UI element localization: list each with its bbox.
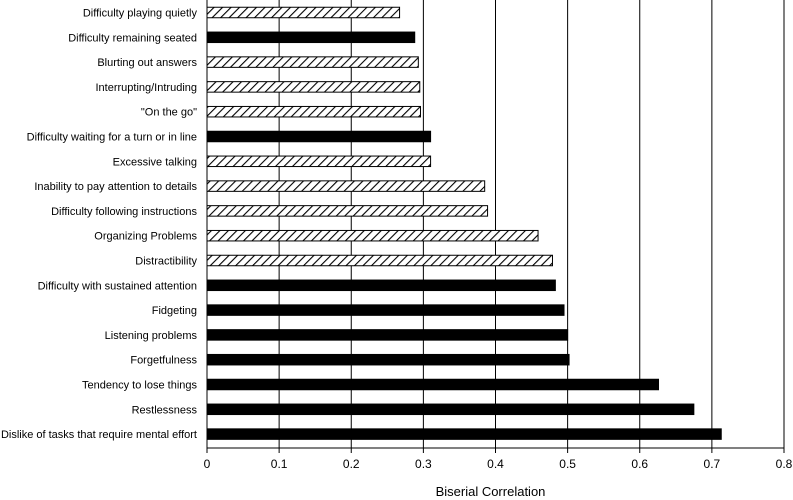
category-label: Forgetfulness bbox=[130, 355, 197, 367]
bar bbox=[206, 403, 695, 416]
category-label: Organizing Problems bbox=[94, 231, 197, 243]
category-label: Restlessness bbox=[132, 404, 198, 416]
category-label: Inability to pay attention to details bbox=[34, 181, 197, 193]
x-tick-label: 0.2 bbox=[343, 457, 360, 471]
bar bbox=[206, 304, 565, 316]
x-tick-labels: 0 0.1 0.2 0.3 0.4 0.5 0.6 0.7 0.8 bbox=[204, 457, 793, 471]
bar bbox=[206, 353, 570, 366]
bars bbox=[206, 6, 722, 440]
category-label: Tendency to lose things bbox=[82, 380, 197, 392]
gridlines bbox=[278, 0, 785, 448]
x-tick-label: 0.4 bbox=[487, 457, 504, 471]
bar bbox=[206, 329, 569, 341]
x-tick-label: 0 bbox=[204, 457, 211, 471]
bar bbox=[206, 279, 556, 292]
category-label: Difficulty playing quietly bbox=[83, 8, 198, 20]
bar bbox=[206, 130, 432, 143]
category-label: Fidgeting bbox=[152, 305, 197, 317]
x-tick-label: 0.6 bbox=[631, 457, 648, 471]
category-label: Interrupting/Intruding bbox=[95, 82, 197, 94]
bar bbox=[206, 155, 432, 168]
axes bbox=[206, 0, 785, 453]
bar bbox=[206, 205, 489, 217]
bar bbox=[206, 56, 419, 68]
bar bbox=[206, 254, 553, 267]
x-tick-label: 0.8 bbox=[776, 457, 793, 471]
category-label: Difficulty waiting for a turn or in line bbox=[27, 132, 197, 144]
bar bbox=[206, 180, 486, 192]
category-label: "On the go" bbox=[141, 107, 197, 119]
bar bbox=[206, 6, 401, 19]
x-tick-label: 0.3 bbox=[415, 457, 432, 471]
x-axis-title: Biserial Correlation bbox=[436, 484, 546, 499]
category-label: Difficulty following instructions bbox=[51, 206, 197, 218]
bar bbox=[206, 229, 539, 242]
x-tick-label: 0.5 bbox=[559, 457, 576, 471]
category-label: Distractibility bbox=[135, 256, 197, 268]
category-label: Difficulty remaining seated bbox=[68, 32, 197, 44]
bar bbox=[206, 378, 660, 391]
bar bbox=[206, 31, 416, 44]
bar bbox=[206, 105, 421, 118]
x-tick-label: 0.7 bbox=[704, 457, 721, 471]
category-labels: Difficulty playing quietly Difficulty rem… bbox=[1, 8, 198, 442]
category-label: Listening problems bbox=[105, 330, 198, 342]
bar bbox=[206, 81, 421, 93]
x-tick-label: 0.1 bbox=[271, 457, 288, 471]
category-label: Dislike of tasks that require mental eff… bbox=[1, 429, 197, 441]
category-label: Excessive talking bbox=[113, 156, 197, 168]
bar bbox=[206, 428, 722, 440]
category-label: Blurting out answers bbox=[97, 57, 197, 69]
category-label: Difficulty with sustained attention bbox=[38, 280, 197, 292]
